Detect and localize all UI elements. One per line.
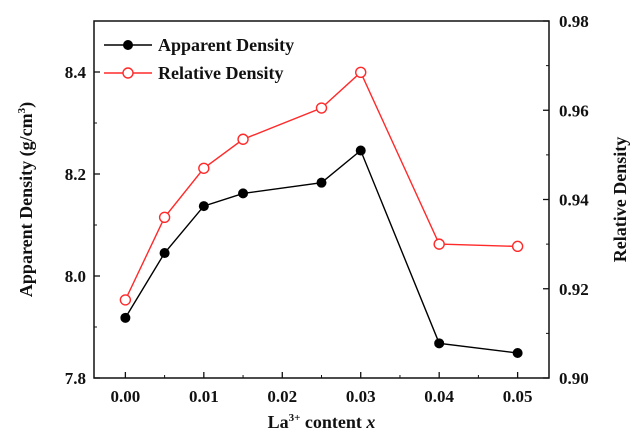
- data-point-apparent-density: [120, 312, 131, 323]
- data-point-relative-density: [355, 66, 367, 79]
- x-tick-label: 0.00: [111, 387, 141, 406]
- right-y-tick-label: 0.98: [559, 12, 589, 31]
- data-point-apparent-density: [159, 248, 170, 259]
- data-point-relative-density: [511, 240, 524, 253]
- right-y-tick-label: 0.90: [559, 369, 589, 388]
- x-axis-title-sup: 3+: [289, 412, 301, 424]
- legend-marker-relative-density: [122, 67, 134, 79]
- left-y-tick-label: 8.2: [65, 165, 86, 184]
- left-y-tick-label: 8.0: [65, 267, 86, 286]
- data-point-apparent-density: [316, 177, 327, 188]
- left-y-axis-title-main: Apparent Density (g/cm: [16, 113, 37, 297]
- data-point-apparent-density: [238, 188, 249, 199]
- left-y-axis-title-sup: 3: [16, 107, 28, 113]
- x-axis-title-rest: content: [300, 412, 366, 432]
- left-y-axis-title: Apparent Density (g/cm3): [16, 102, 37, 297]
- left-y-axis-title-end: ): [16, 102, 37, 108]
- right-y-axis-title: Relative Density: [610, 137, 630, 262]
- data-point-apparent-density: [198, 201, 209, 212]
- series-line-apparent-density: [124, 149, 518, 354]
- left-y-axis-ticks: 7.8 8.0 8.2 8.4: [65, 20, 100, 388]
- legend: Apparent Density Relative Density: [104, 35, 294, 83]
- right-y-tick-label: 0.96: [559, 101, 589, 120]
- left-y-tick-label: 8.4: [65, 63, 87, 82]
- data-point-relative-density: [119, 294, 132, 306]
- x-tick-label: 0.03: [346, 387, 376, 406]
- x-axis-ticks: 0.00 0.01 0.02 0.03 0.04 0.05: [111, 372, 533, 406]
- x-tick-label: 0.01: [189, 387, 219, 406]
- legend-label-apparent-density: Apparent Density: [158, 35, 294, 55]
- data-point-relative-density: [315, 102, 328, 114]
- data-point-relative-density: [433, 238, 445, 250]
- legend-marker-apparent-density: [123, 40, 133, 50]
- x-tick-label: 0.05: [503, 387, 533, 406]
- right-y-axis-ticks: 0.90 0.92 0.94 0.96 0.98: [543, 12, 589, 388]
- data-point-relative-density: [158, 211, 171, 224]
- series-line-relative-density: [124, 71, 518, 301]
- data-point-apparent-density: [355, 145, 366, 156]
- data-point-relative-density: [237, 133, 249, 145]
- x-tick-label: 0.02: [267, 387, 297, 406]
- data-point-relative-density: [198, 162, 210, 174]
- right-y-tick-label: 0.92: [559, 280, 589, 299]
- legend-label-relative-density: Relative Density: [158, 63, 283, 83]
- data-point-apparent-density: [512, 348, 523, 359]
- x-axis-title-base: La: [268, 412, 289, 432]
- data-point-apparent-density: [434, 338, 445, 349]
- x-tick-label: 0.04: [424, 387, 454, 406]
- x-axis-title: La3+ content x: [268, 412, 376, 432]
- right-y-tick-label: 0.94: [559, 191, 589, 210]
- x-axis-title-var: x: [365, 412, 375, 432]
- left-y-tick-label: 7.8: [65, 369, 86, 388]
- series-layer: [119, 66, 524, 359]
